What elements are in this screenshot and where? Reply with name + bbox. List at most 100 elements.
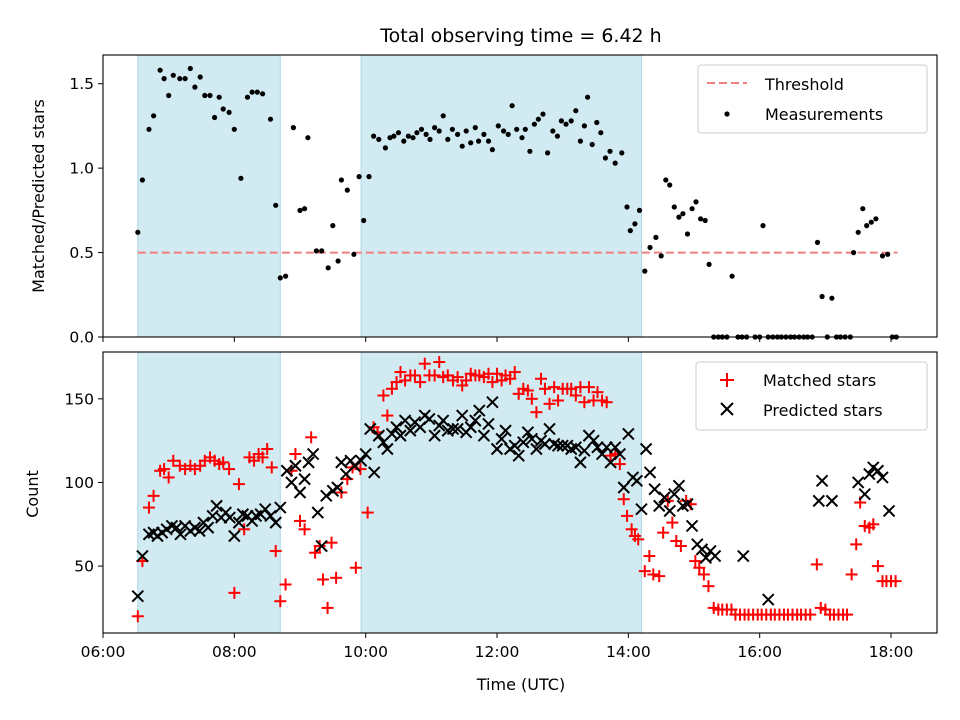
predicted-point bbox=[477, 429, 491, 442]
matched-point bbox=[441, 369, 454, 382]
predicted-point bbox=[473, 404, 486, 417]
x-tick-label: 06:00 bbox=[81, 643, 126, 661]
predicted-point bbox=[274, 501, 287, 514]
predicted-point bbox=[428, 429, 441, 442]
ratio-y-tick-label: 0.5 bbox=[69, 244, 94, 262]
count-y-ticks: 50 100 150 bbox=[64, 390, 103, 576]
measurement-point bbox=[440, 113, 446, 119]
matched-legend-label: Matched stars bbox=[763, 371, 876, 390]
measurement-point bbox=[485, 138, 492, 144]
measurement-point bbox=[344, 187, 350, 193]
measurement-point bbox=[283, 273, 289, 279]
measurement-point bbox=[698, 216, 704, 222]
ratio-legend-box bbox=[697, 64, 928, 134]
observing-intervals bbox=[137, 351, 642, 634]
chart-title: Total observing time = 6.42 h bbox=[379, 25, 661, 47]
predicted-point bbox=[193, 524, 206, 538]
measurement-point bbox=[851, 250, 857, 256]
matched-point bbox=[697, 568, 710, 581]
matched-point bbox=[394, 366, 407, 379]
measurement-point bbox=[423, 131, 429, 137]
measurement-point bbox=[418, 126, 425, 132]
measurement-point bbox=[501, 128, 507, 134]
predicted-point bbox=[398, 414, 412, 427]
measurement-point bbox=[632, 221, 638, 227]
ratio-y-ticks: 0.0 0.5 1.0 1.5 bbox=[69, 75, 103, 347]
matched-point bbox=[600, 396, 613, 409]
measurement-point bbox=[157, 67, 163, 73]
predicted-point bbox=[639, 442, 653, 456]
predicted-legend-label: Predicted stars bbox=[763, 401, 883, 420]
predicted-point bbox=[858, 487, 871, 501]
measurement-point bbox=[577, 138, 584, 144]
measurement-point bbox=[395, 130, 402, 136]
measurement-point bbox=[366, 174, 372, 180]
matched-point bbox=[451, 371, 464, 384]
matched-point bbox=[142, 501, 155, 514]
x-axis-label: Time (UTC) bbox=[476, 675, 565, 694]
measurement-point bbox=[514, 126, 520, 132]
matched-point bbox=[613, 458, 626, 471]
matched-point bbox=[538, 382, 551, 395]
predicted-point bbox=[648, 482, 661, 496]
measurement-point bbox=[356, 174, 362, 180]
matched-point bbox=[316, 573, 329, 586]
measurement-point bbox=[254, 89, 260, 95]
matched-point bbox=[702, 580, 715, 593]
measurement-point bbox=[689, 206, 695, 212]
measurement-point bbox=[598, 130, 604, 136]
measurement-point bbox=[427, 136, 433, 142]
matched-point bbox=[841, 608, 854, 621]
matched-point bbox=[147, 489, 160, 502]
x-tick-label: 14:00 bbox=[606, 643, 651, 661]
measurement-point bbox=[873, 216, 879, 222]
predicted-point bbox=[210, 499, 223, 513]
predicted-point bbox=[578, 444, 591, 457]
measurement-point bbox=[581, 123, 588, 129]
count-y-tick-label: 100 bbox=[64, 474, 94, 492]
predicted-point bbox=[451, 422, 464, 436]
matched-point bbox=[525, 392, 538, 405]
measurement-point bbox=[663, 177, 669, 183]
ratio-y-tick-label: 0.0 bbox=[69, 329, 94, 347]
predicted-point bbox=[737, 549, 750, 563]
predicted-point bbox=[681, 498, 694, 511]
matched-point bbox=[845, 568, 858, 581]
measurement-point bbox=[432, 125, 438, 131]
measurement-point bbox=[361, 217, 367, 224]
measurement-point bbox=[522, 126, 528, 132]
measurement-point bbox=[819, 293, 825, 300]
measurement-point bbox=[642, 268, 648, 274]
predicted-point bbox=[543, 422, 556, 436]
matched-point bbox=[889, 575, 902, 588]
count-x-ticks: 06:00 08:00 10:00 12:00 14:00 16:00 18:00 bbox=[81, 633, 913, 661]
matched-point bbox=[530, 406, 543, 419]
measurement-point bbox=[351, 251, 357, 257]
ratio-y-tick-label: 1.5 bbox=[69, 75, 94, 93]
predicted-point bbox=[517, 436, 530, 449]
measurement-point bbox=[313, 248, 319, 254]
measurement-point bbox=[273, 202, 279, 208]
predicted-point bbox=[617, 481, 630, 494]
measurement-point bbox=[463, 128, 469, 134]
measurement-point bbox=[405, 133, 411, 139]
matched-point bbox=[223, 463, 236, 476]
measurement-point bbox=[302, 206, 308, 212]
measurement-point bbox=[319, 248, 325, 254]
matched-point bbox=[647, 568, 660, 581]
measurement-points bbox=[135, 65, 899, 340]
matched-point bbox=[491, 367, 504, 380]
matched-point bbox=[377, 389, 390, 402]
predicted-point bbox=[232, 516, 246, 529]
matched-point bbox=[269, 545, 282, 558]
predicted-point bbox=[815, 474, 829, 487]
measurement-point bbox=[760, 223, 766, 229]
matched-point bbox=[521, 384, 534, 397]
count-legend-box bbox=[695, 361, 928, 431]
measurement-point bbox=[212, 114, 218, 121]
measurement-point bbox=[459, 143, 465, 149]
predicted-point bbox=[658, 491, 671, 504]
matched-point bbox=[217, 456, 230, 469]
measurement-point bbox=[481, 131, 487, 137]
measurement-point bbox=[540, 111, 546, 117]
